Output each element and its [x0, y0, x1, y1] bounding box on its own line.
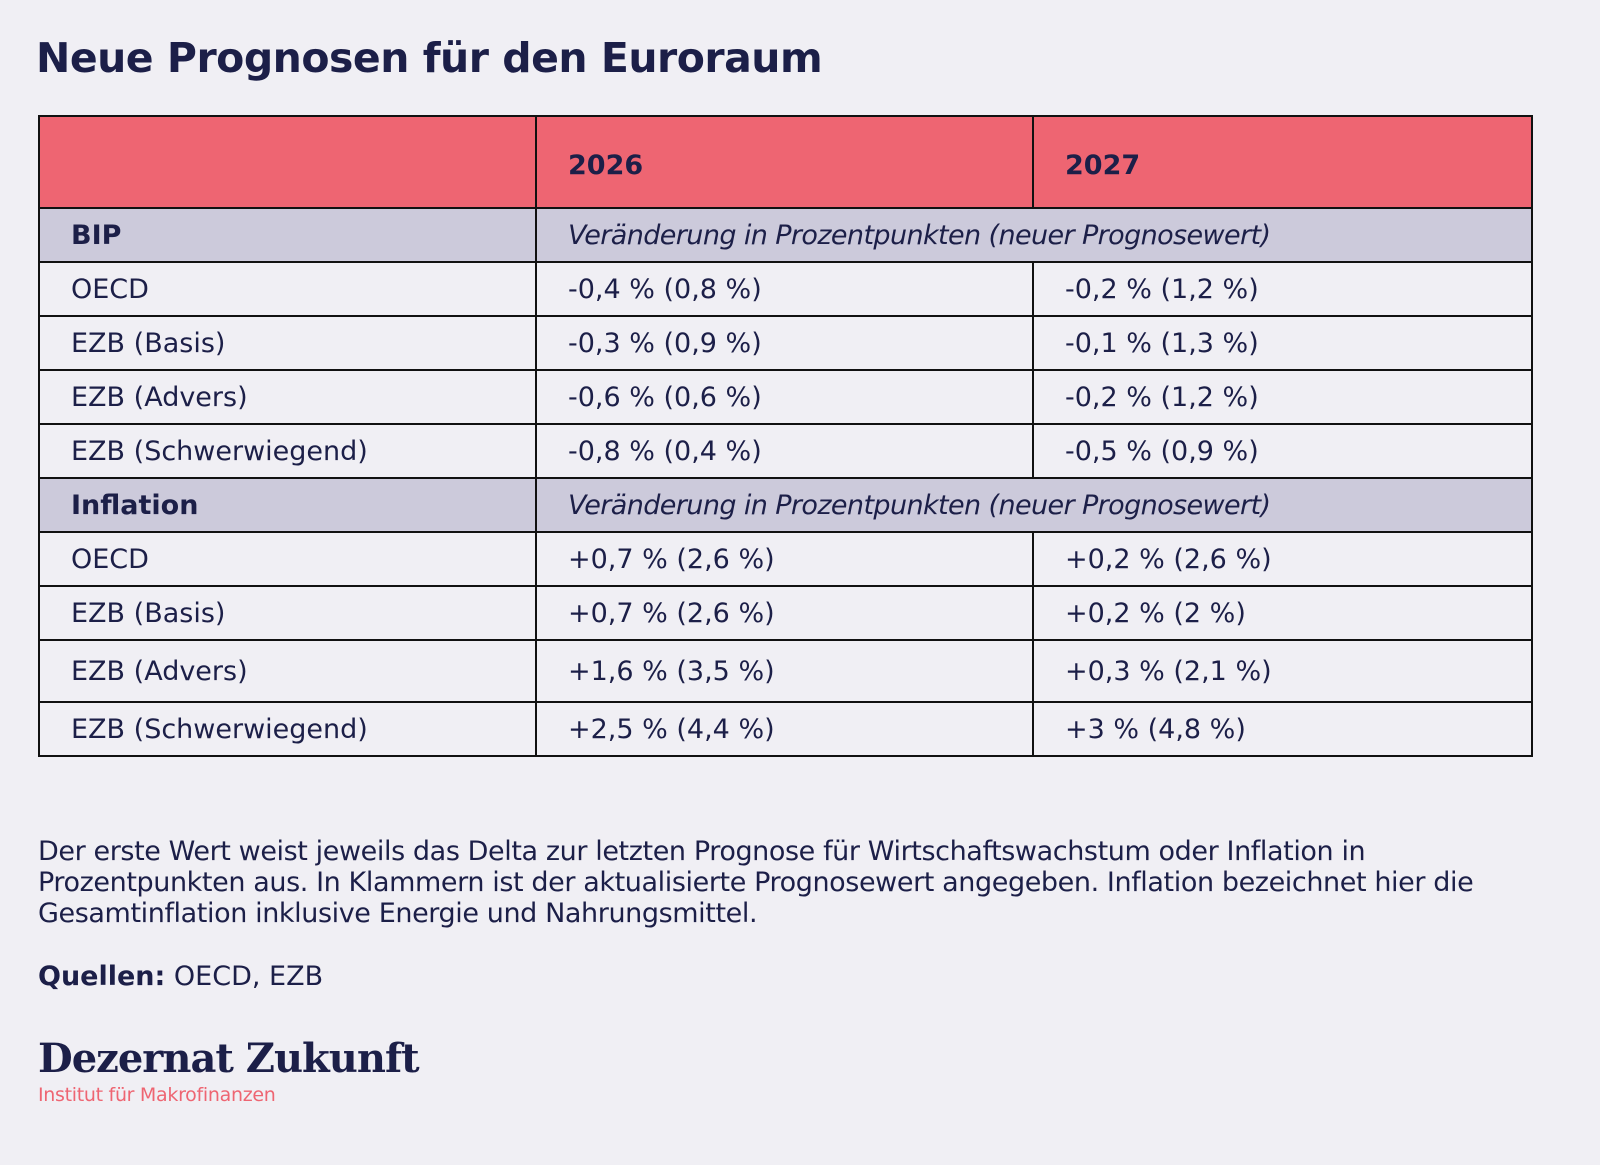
- section-label: BIP: [38, 207, 537, 263]
- table-row: EZB (Schwerwiegend) +2,5 % (4,4 %) +3 % …: [38, 701, 1533, 757]
- logo-subtitle: Institut für Makrofinanzen: [38, 1084, 276, 1106]
- table-row: EZB (Advers) -0,6 % (0,6 %) -0,2 % (1,2 …: [38, 369, 1533, 425]
- row-label: EZB (Basis): [38, 585, 537, 641]
- sources-label: Quellen:: [38, 961, 166, 992]
- header-cell-empty: [38, 115, 537, 209]
- cell-2026: +1,6 % (3,5 %): [535, 639, 1034, 703]
- cell-2026: -0,8 % (0,4 %): [535, 423, 1034, 479]
- section-label: Inflation: [38, 477, 537, 533]
- row-label: EZB (Schwerwiegend): [38, 423, 537, 479]
- logo: Dezernat Zukunft Institut für Makrofinan…: [38, 1035, 420, 1107]
- cell-2027: +0,2 % (2 %): [1032, 585, 1533, 641]
- row-label: EZB (Schwerwiegend): [38, 701, 537, 757]
- section-note: Veränderung in Prozentpunkten (neuer Pro…: [535, 477, 1533, 533]
- table-row: OECD -0,4 % (0,8 %) -0,2 % (1,2 %): [38, 261, 1533, 317]
- cell-2027: -0,1 % (1,3 %): [1032, 315, 1533, 371]
- cell-2026: -0,3 % (0,9 %): [535, 315, 1034, 371]
- page-title: Neue Prognosen für den Euroraum: [36, 34, 823, 82]
- table-row: EZB (Schwerwiegend) -0,8 % (0,4 %) -0,5 …: [38, 423, 1533, 479]
- header-cell-2027: 2027: [1032, 115, 1533, 209]
- row-label: EZB (Advers): [38, 639, 537, 703]
- logo-name: Dezernat Zukunft: [38, 1035, 420, 1082]
- row-label: OECD: [38, 531, 537, 587]
- table-header-row: 2026 2027: [38, 115, 1533, 209]
- cell-2026: +0,7 % (2,6 %): [535, 531, 1034, 587]
- section-note: Veränderung in Prozentpunkten (neuer Pro…: [535, 207, 1533, 263]
- row-label: OECD: [38, 261, 537, 317]
- sources: Quellen: OECD, EZB: [38, 961, 323, 992]
- table-row: OECD +0,7 % (2,6 %) +0,2 % (2,6 %): [38, 531, 1533, 587]
- table-row: EZB (Advers) +1,6 % (3,5 %) +0,3 % (2,1 …: [38, 639, 1533, 703]
- cell-2027: +0,2 % (2,6 %): [1032, 531, 1533, 587]
- cell-2027: +0,3 % (2,1 %): [1032, 639, 1533, 703]
- footnote: Der erste Wert weist jeweils das Delta z…: [38, 836, 1474, 929]
- sources-value: OECD, EZB: [165, 961, 324, 992]
- cell-2026: -0,6 % (0,6 %): [535, 369, 1034, 425]
- section-row-inflation: Inflation Veränderung in Prozentpunkten …: [38, 477, 1533, 533]
- table-row: EZB (Basis) +0,7 % (2,6 %) +0,2 % (2 %): [38, 585, 1533, 641]
- cell-2027: +3 % (4,8 %): [1032, 701, 1533, 757]
- table-row: EZB (Basis) -0,3 % (0,9 %) -0,1 % (1,3 %…: [38, 315, 1533, 371]
- cell-2026: +2,5 % (4,4 %): [535, 701, 1034, 757]
- cell-2027: -0,5 % (0,9 %): [1032, 423, 1533, 479]
- row-label: EZB (Basis): [38, 315, 537, 371]
- cell-2027: -0,2 % (1,2 %): [1032, 369, 1533, 425]
- row-label: EZB (Advers): [38, 369, 537, 425]
- cell-2027: -0,2 % (1,2 %): [1032, 261, 1533, 317]
- forecast-table: 2026 2027 BIP Veränderung in Prozentpunk…: [38, 115, 1533, 757]
- header-cell-2026: 2026: [535, 115, 1034, 209]
- section-row-bip: BIP Veränderung in Prozentpunkten (neuer…: [38, 207, 1533, 263]
- cell-2026: -0,4 % (0,8 %): [535, 261, 1034, 317]
- cell-2026: +0,7 % (2,6 %): [535, 585, 1034, 641]
